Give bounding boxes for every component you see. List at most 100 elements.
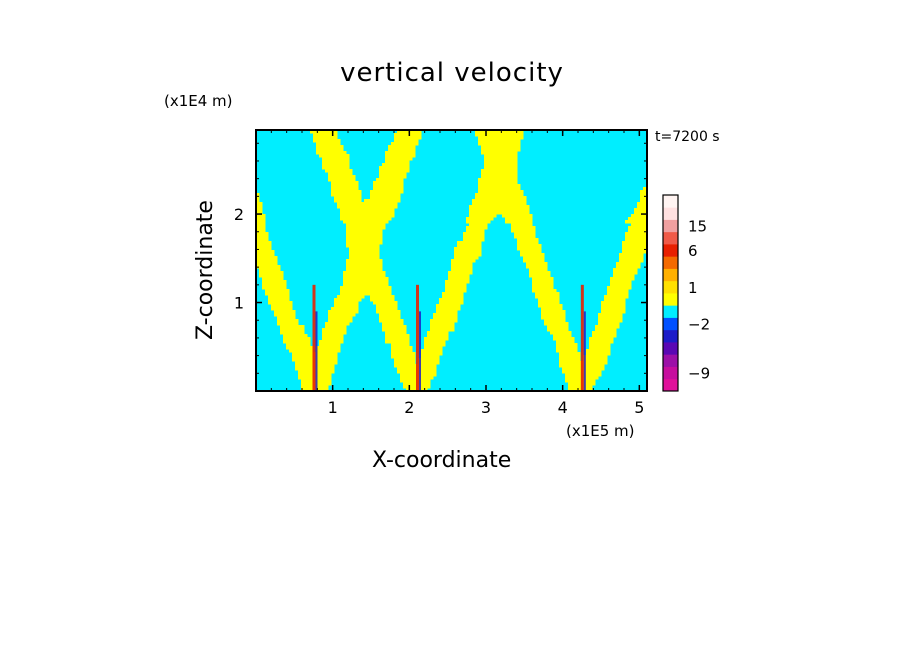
field-cell [364,235,368,239]
field-cell [619,304,623,308]
field-cell [397,328,401,332]
field-cell [358,226,362,230]
field-cell [295,340,299,344]
field-cell [454,307,458,311]
field-cell [337,193,341,197]
field-cell [586,382,590,386]
field-cell [271,259,275,263]
field-cell [397,310,401,314]
field-cell [478,139,482,143]
field-cell [262,271,266,275]
field-cell [625,232,629,236]
field-cell [628,238,632,242]
field-cell [406,352,410,356]
field-cell [451,277,455,281]
field-cell [352,301,356,305]
field-cell [379,178,383,182]
field-cell [376,283,380,287]
field-cell [412,145,416,149]
field-cell [376,196,380,200]
field-cell [487,133,491,137]
field-cell [373,292,377,296]
field-cell [640,220,644,224]
field-cell [643,241,647,245]
field-cell [346,184,350,188]
field-cell [337,142,341,146]
field-cell [637,241,641,245]
field-cell [553,301,557,305]
field-cell [394,160,398,164]
field-cell [475,250,479,254]
field-cell [454,265,458,269]
field-cell [271,262,275,266]
field-cell [337,340,341,344]
field-cell [301,346,305,350]
field-cell [370,292,374,296]
field-cell [337,295,341,299]
field-cell [265,292,269,296]
field-cell [493,184,497,188]
field-cell [367,283,371,287]
field-cell [328,340,332,344]
field-cell [391,304,395,308]
field-cell [295,319,299,323]
field-cell [349,289,353,293]
field-cell [259,265,263,269]
field-cell [346,271,350,275]
field-cell [289,331,293,335]
field-cell [508,175,512,179]
field-cell [556,319,560,323]
field-cell [334,181,338,185]
field-cell [445,310,449,314]
field-cell [637,250,641,254]
field-cell [511,142,515,146]
field-cell [256,244,260,248]
field-cell [394,325,398,329]
field-cell [352,295,356,299]
field-cell [364,289,368,293]
field-cell [550,307,554,311]
field-cell [343,202,347,206]
field-cell [406,136,410,140]
field-cell [613,310,617,314]
field-cell [346,223,350,227]
field-cell [454,304,458,308]
field-cell [454,316,458,320]
field-cell [397,316,401,320]
field-cell [508,214,512,218]
field-cell [535,250,539,254]
field-cell [505,217,509,221]
field-cell [385,316,389,320]
field-cell [538,289,542,293]
field-cell [385,304,389,308]
field-cell [532,268,536,272]
field-cell [529,226,533,230]
field-cell [619,319,623,323]
field-cell [586,349,590,353]
field-cell [346,163,350,167]
field-cell [379,319,383,323]
field-cell [310,388,314,391]
field-cell [511,148,515,152]
field-cell [271,295,275,299]
field-cell [298,325,302,329]
field-cell [280,271,284,275]
field-cell [319,349,323,353]
field-cell [550,313,554,317]
field-cell [319,376,323,380]
field-cell [619,259,623,263]
field-cell [520,229,524,233]
x-tick-label: 3 [481,398,491,417]
field-cell [472,226,476,230]
field-cell [352,220,356,224]
field-cell [574,364,578,368]
field-cell [451,262,455,266]
field-cell [328,151,332,155]
field-cell [325,385,329,389]
field-cell [460,274,464,278]
field-cell [346,316,350,320]
field-cell [403,175,407,179]
field-cell [523,241,527,245]
field-cell [502,151,506,155]
field-cell [370,220,374,224]
